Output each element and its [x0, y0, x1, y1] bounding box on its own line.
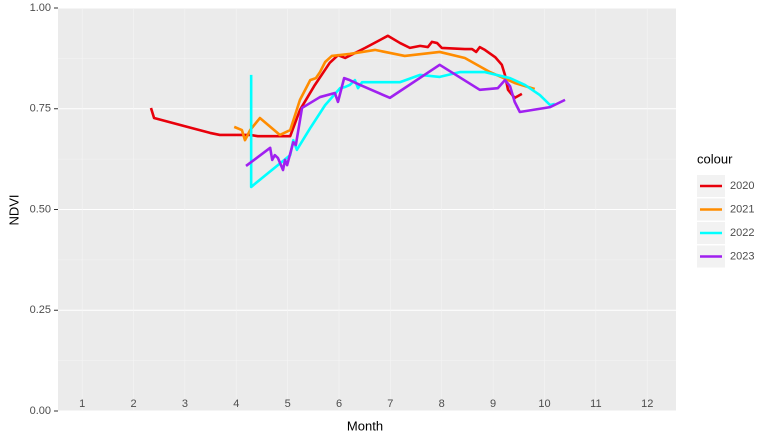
x-tick-label: 7 — [387, 398, 393, 410]
x-tick-label: 10 — [538, 398, 550, 410]
legend-label: 2023 — [730, 250, 754, 262]
x-tick-label: 8 — [439, 398, 445, 410]
x-tick-label: 1 — [79, 398, 85, 410]
x-tick-label: 2 — [130, 398, 136, 410]
legend-label: 2022 — [730, 227, 754, 239]
y-tick-label: 0.25 — [30, 304, 51, 316]
legend-title: colour — [697, 151, 733, 166]
x-tick-label: 11 — [590, 398, 601, 410]
x-tick-label: 12 — [641, 398, 653, 410]
y-tick-label: 1.00 — [30, 2, 51, 14]
x-tick-label: 5 — [285, 398, 291, 410]
x-axis-title: Month — [347, 418, 383, 433]
x-tick-label: 3 — [182, 398, 188, 410]
series-line — [233, 48, 536, 142]
legend-label: 2021 — [730, 203, 754, 215]
x-tick-label: 4 — [233, 398, 239, 410]
series-line — [245, 63, 566, 172]
series-line — [149, 34, 523, 138]
legend-label: 2020 — [730, 180, 754, 192]
y-tick-label: 0.00 — [30, 405, 51, 417]
x-tick-label: 9 — [490, 398, 496, 410]
y-tick-label: 0.75 — [30, 103, 51, 115]
x-tick-label: 6 — [336, 398, 342, 410]
y-tick-label: 0.50 — [30, 203, 51, 215]
y-axis-title: NDVI — [6, 194, 21, 225]
